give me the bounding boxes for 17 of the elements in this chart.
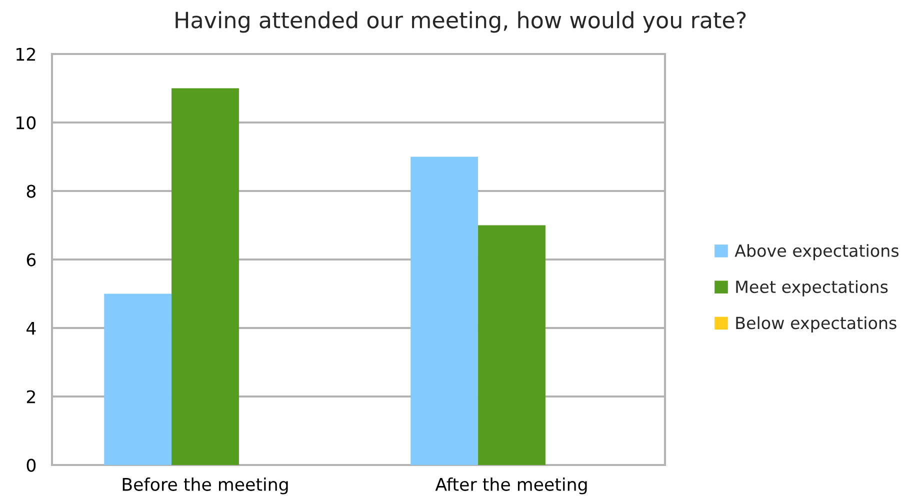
y-tick-label: 0 — [26, 458, 36, 472]
chart-title: Having attended our meeting, how would you rate? — [176, 11, 746, 33]
y-tick-label: 4 — [26, 322, 36, 335]
bar — [478, 225, 546, 465]
bar — [410, 156, 478, 465]
x-tick-label: Before the meeting — [122, 478, 288, 494]
legend-label: Meet expectations — [736, 280, 888, 296]
bar — [104, 294, 172, 465]
y-tick-label: 12 — [16, 48, 35, 61]
y-tick-label: 10 — [16, 116, 36, 130]
bar — [172, 88, 239, 465]
x-tick-label: After the meeting — [435, 478, 587, 494]
y-tick-label: 6 — [26, 253, 36, 266]
legend-label: Above expectations — [734, 244, 899, 260]
legend-label: Below expectations — [736, 316, 896, 332]
y-tick-label: 8 — [26, 184, 36, 198]
y-tick-label: 2 — [26, 390, 35, 404]
